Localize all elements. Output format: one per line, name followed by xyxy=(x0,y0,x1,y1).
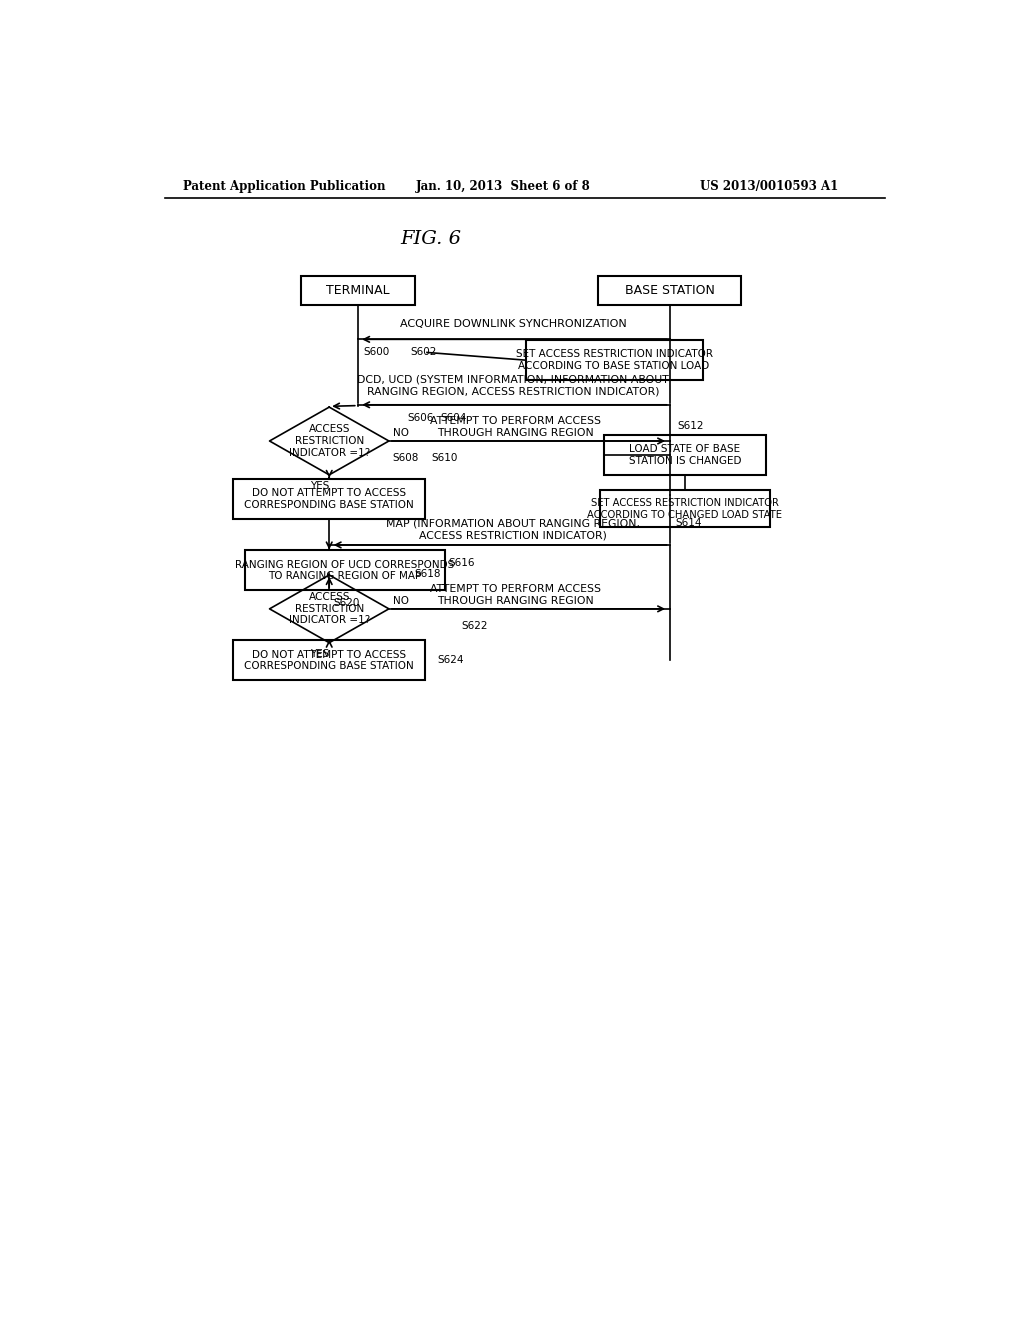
Text: S610: S610 xyxy=(431,453,458,463)
Text: ACCESS
RESTRICTION
INDICATOR =1?: ACCESS RESTRICTION INDICATOR =1? xyxy=(289,425,370,458)
Text: Patent Application Publication: Patent Application Publication xyxy=(183,181,385,194)
Text: LOAD STATE OF BASE
STATION IS CHANGED: LOAD STATE OF BASE STATION IS CHANGED xyxy=(629,444,741,466)
Text: S618: S618 xyxy=(414,569,440,579)
Text: S622: S622 xyxy=(462,620,488,631)
Text: NO: NO xyxy=(393,428,409,438)
Text: NO: NO xyxy=(393,597,409,606)
Text: ATTEMPT TO PERFORM ACCESS
THROUGH RANGING REGION: ATTEMPT TO PERFORM ACCESS THROUGH RANGIN… xyxy=(430,585,601,606)
Bar xyxy=(245,550,444,590)
Text: DCD, UCD (SYSTEM INFORMATION, INFORMATION ABOUT
RANGING REGION, ACCESS RESTRICTI: DCD, UCD (SYSTEM INFORMATION, INFORMATIO… xyxy=(357,375,669,396)
Bar xyxy=(600,490,770,527)
Text: YES: YES xyxy=(310,480,330,491)
Text: US 2013/0010593 A1: US 2013/0010593 A1 xyxy=(700,181,839,194)
Text: S600: S600 xyxy=(364,347,390,358)
Text: S614: S614 xyxy=(676,519,702,528)
Text: SET ACCESS RESTRICTION INDICATOR
ACCORDING TO CHANGED LOAD STATE: SET ACCESS RESTRICTION INDICATOR ACCORDI… xyxy=(588,498,782,520)
Text: ACQUIRE DOWNLINK SYNCHRONIZATION: ACQUIRE DOWNLINK SYNCHRONIZATION xyxy=(400,319,627,329)
Text: S608: S608 xyxy=(393,453,419,463)
Bar xyxy=(598,276,740,305)
Text: ATTEMPT TO PERFORM ACCESS
THROUGH RANGING REGION: ATTEMPT TO PERFORM ACCESS THROUGH RANGIN… xyxy=(430,416,601,438)
Text: RANGING REGION OF UCD CORRESPONDS
TO RANGING REGION OF MAP: RANGING REGION OF UCD CORRESPONDS TO RAN… xyxy=(234,560,455,581)
Text: YES: YES xyxy=(310,649,330,659)
Text: MAP (INFORMATION ABOUT RANGING REGION,
ACCESS RESTRICTION INDICATOR): MAP (INFORMATION ABOUT RANGING REGION, A… xyxy=(386,519,640,540)
Text: ACCESS
RESTRICTION
INDICATOR =1?: ACCESS RESTRICTION INDICATOR =1? xyxy=(289,593,370,626)
Text: S616: S616 xyxy=(449,557,475,568)
Bar xyxy=(233,640,425,681)
Text: S620: S620 xyxy=(333,598,359,607)
Text: Jan. 10, 2013  Sheet 6 of 8: Jan. 10, 2013 Sheet 6 of 8 xyxy=(416,181,590,194)
Text: TERMINAL: TERMINAL xyxy=(326,284,389,297)
Text: DO NOT ATTEMPT TO ACCESS
CORRESPONDING BASE STATION: DO NOT ATTEMPT TO ACCESS CORRESPONDING B… xyxy=(245,649,414,672)
Text: S602: S602 xyxy=(410,347,436,358)
Text: BASE STATION: BASE STATION xyxy=(625,284,715,297)
Text: DO NOT ATTEMPT TO ACCESS
CORRESPONDING BASE STATION: DO NOT ATTEMPT TO ACCESS CORRESPONDING B… xyxy=(245,488,414,510)
Text: S624: S624 xyxy=(437,656,464,665)
Bar xyxy=(525,341,702,380)
Text: SET ACCESS RESTRICTION INDICATOR
ACCORDING TO BASE STATION LOAD: SET ACCESS RESTRICTION INDICATOR ACCORDI… xyxy=(516,350,713,371)
Text: FIG. 6: FIG. 6 xyxy=(400,230,462,248)
Bar xyxy=(301,276,415,305)
Bar xyxy=(233,479,425,519)
Bar xyxy=(604,434,766,475)
Text: S612: S612 xyxy=(677,421,703,430)
Text: S604: S604 xyxy=(441,413,467,422)
Text: S606: S606 xyxy=(408,413,434,422)
